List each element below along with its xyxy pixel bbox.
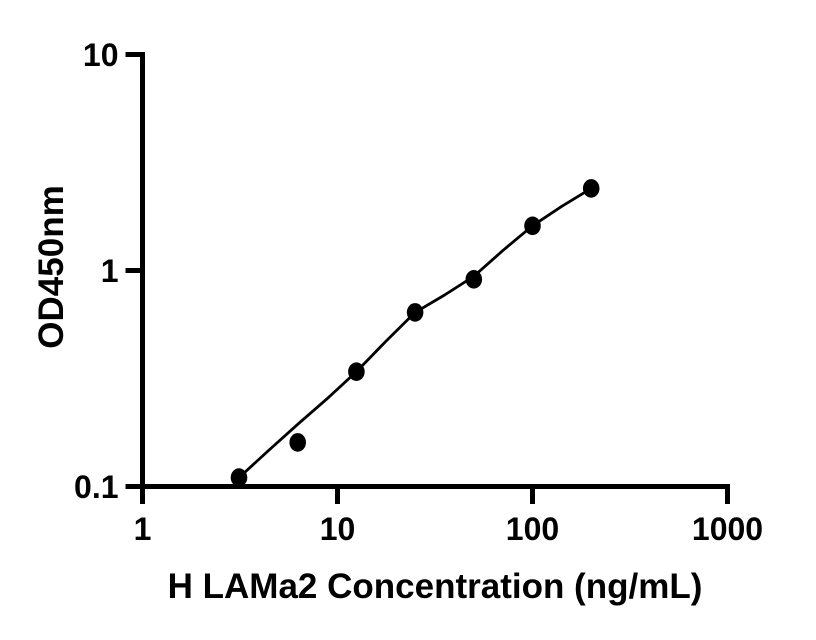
x-axis-tick-labels: 1 10 100 1000	[134, 511, 763, 547]
y-tick-label: 1	[101, 253, 119, 289]
data-point-marker	[524, 216, 541, 236]
data-point-marker	[230, 468, 248, 487]
x-axis-title: H LAMa2 Concentration (ng/mL)	[168, 567, 703, 606]
x-tick-label: 100	[506, 511, 559, 547]
y-axis-tick-labels: 10 1 0.1	[74, 37, 118, 505]
y-axis-title: OD450nm	[32, 185, 71, 348]
data-points	[230, 179, 600, 487]
y-tick-label: 10	[83, 37, 119, 73]
data-point-marker	[465, 270, 483, 289]
data-point-marker	[582, 179, 600, 198]
data-point-marker	[289, 433, 307, 452]
y-tick-label: 0.1	[74, 469, 118, 505]
x-axis-ticks	[140, 486, 730, 504]
x-tick-label: 1000	[692, 511, 763, 547]
data-point-marker	[406, 303, 424, 322]
y-axis-ticks	[125, 52, 143, 489]
x-tick-label: 1	[134, 511, 152, 547]
data-point-marker	[348, 362, 365, 382]
x-tick-label: 10	[320, 511, 356, 547]
